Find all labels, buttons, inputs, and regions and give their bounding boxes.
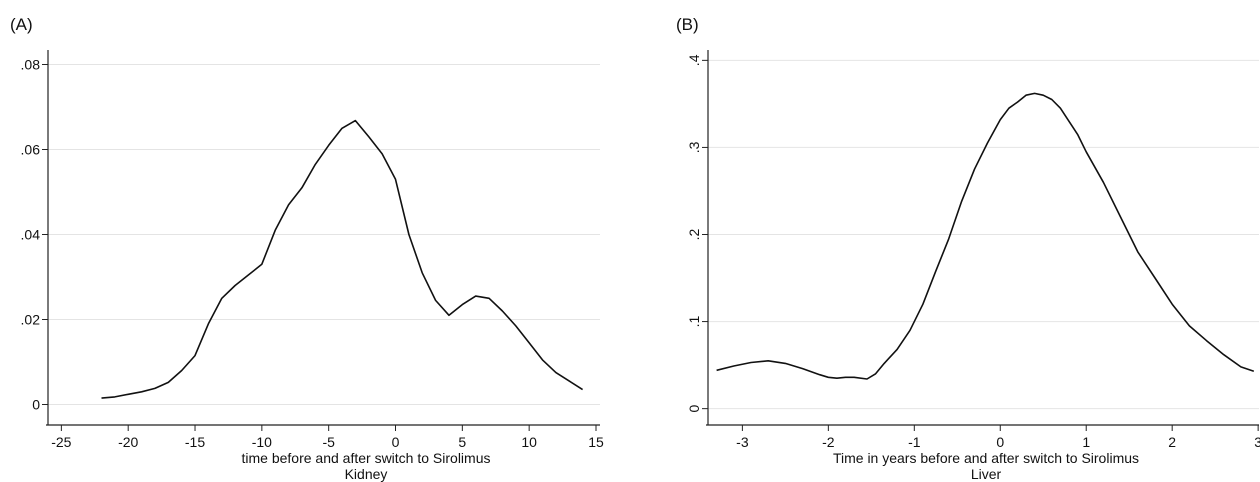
density-line-a bbox=[101, 119, 584, 399]
x-tick-label-a-2: -15 bbox=[185, 434, 205, 450]
panel-a: (A) time before and after switch to Siro… bbox=[10, 15, 604, 482]
x-tick-label-a-1: -20 bbox=[118, 434, 138, 450]
y-tick-label-b-3: .3 bbox=[686, 141, 702, 153]
x-tick-label-b-3: 0 bbox=[996, 434, 1004, 450]
x-tick-label-b-0: -3 bbox=[736, 434, 749, 450]
x-tick-label-b-6: 3 bbox=[1254, 434, 1260, 450]
x-tick-label-a-7: 10 bbox=[521, 434, 537, 450]
x-tick-label-a-8: 15 bbox=[588, 434, 604, 450]
panel-b: (B) Time in years before and after switc… bbox=[676, 15, 1260, 482]
y-tick-label-a-3: .06 bbox=[21, 142, 41, 158]
y-tick-label-b-2: .2 bbox=[686, 228, 702, 240]
x-tick-label-b-5: 2 bbox=[1168, 434, 1176, 450]
x-tick-label-b-1: -2 bbox=[822, 434, 835, 450]
x-tick-label-a-4: -5 bbox=[322, 434, 335, 450]
x-tick-label-a-6: 5 bbox=[458, 434, 466, 450]
panel-label-a: (A) bbox=[10, 15, 33, 34]
x-tick-label-a-0: -25 bbox=[51, 434, 71, 450]
y-tick-label-b-4: .4 bbox=[686, 54, 702, 66]
x-tick-label-b-2: -1 bbox=[908, 434, 921, 450]
x-axis-title-b: Time in years before and after switch to… bbox=[833, 450, 1139, 466]
y-tick-label-a-1: .02 bbox=[21, 312, 41, 328]
density-line-b bbox=[716, 92, 1255, 380]
x-tick-label-b-4: 1 bbox=[1082, 434, 1090, 450]
x-tick-label-a-3: -10 bbox=[252, 434, 272, 450]
x-axis-title-a: time before and after switch to Sirolimu… bbox=[242, 450, 491, 466]
y-tick-label-b-0: 0 bbox=[686, 405, 702, 413]
y-tick-label-a-4: .08 bbox=[21, 57, 41, 73]
subtitle-b: Liver bbox=[971, 466, 1002, 482]
subtitle-a: Kidney bbox=[345, 466, 388, 482]
y-tick-label-b-1: .1 bbox=[686, 316, 702, 328]
y-tick-label-a-0: 0 bbox=[32, 397, 40, 413]
y-tick-label-a-2: .04 bbox=[21, 227, 41, 243]
x-tick-label-a-5: 0 bbox=[392, 434, 400, 450]
panel-label-b: (B) bbox=[676, 15, 699, 34]
